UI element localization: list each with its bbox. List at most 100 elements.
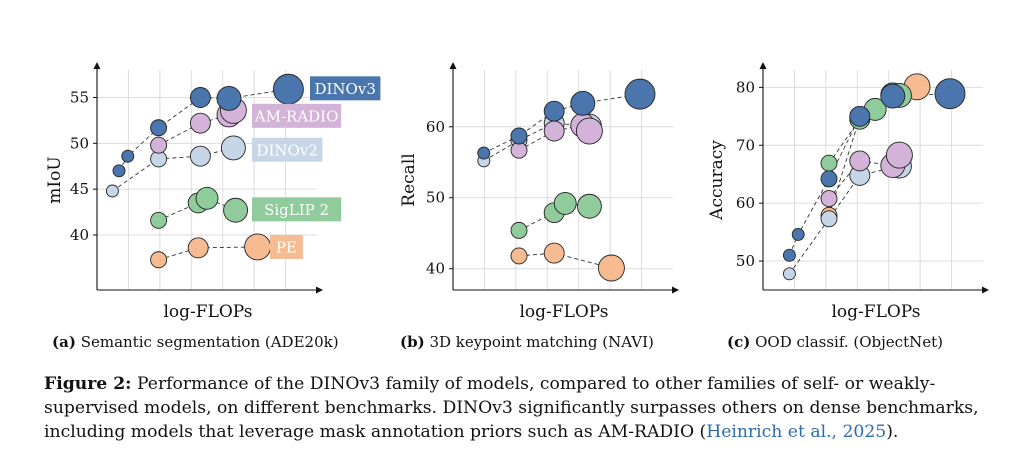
point-dinov3 xyxy=(624,78,656,110)
point-dinov3 xyxy=(782,248,796,262)
point-am-radio xyxy=(150,136,168,154)
point-pe xyxy=(543,242,565,264)
point-siglip-2 xyxy=(150,211,168,229)
point-siglip-2 xyxy=(510,221,528,239)
point-dinov3 xyxy=(112,164,126,178)
point-dinov3 xyxy=(189,87,211,108)
y-tick-label: 60 xyxy=(736,194,755,212)
point-dinov2 xyxy=(105,184,119,198)
legend-siglip-2: SigLIP 2 xyxy=(252,197,342,222)
legend-box xyxy=(252,103,342,128)
legend-dinov3: DINOv3 xyxy=(310,76,381,101)
legend-label: SigLIP 2 xyxy=(264,201,329,219)
figure-caption-text-end: ). xyxy=(886,422,899,442)
y-tick-label: 80 xyxy=(736,78,755,96)
caption-c-text: OOD classif. (ObjectNet) xyxy=(755,333,943,351)
caption-b-label: (b) xyxy=(400,333,425,351)
point-dinov3 xyxy=(121,149,135,163)
series-line-dinov2 xyxy=(112,147,234,192)
legend-am-radio: AM-RADIO xyxy=(252,103,342,128)
series-line-pe xyxy=(158,246,258,261)
point-am-radio xyxy=(510,141,528,159)
chart-panel-1: 40 45 50 55 log-FLOPs mIoU DINOv3 AM-RADIO DINOv… xyxy=(45,62,381,322)
y-tick-label: 60 xyxy=(426,118,445,136)
y-tick-label: 50 xyxy=(426,189,445,207)
y-axis-arrow xyxy=(449,62,457,69)
series-line-am-radio xyxy=(828,154,900,199)
figure-caption-citation[interactable]: Heinrich et al., 2025 xyxy=(706,422,887,442)
x-axis-label: log-FLOPs xyxy=(519,302,608,322)
series-line-siglip-2 xyxy=(158,197,236,221)
legend-label: DINOv2 xyxy=(256,141,317,159)
point-dinov3 xyxy=(570,90,596,116)
point-dinov3 xyxy=(849,105,871,127)
point-dinov3 xyxy=(791,227,805,241)
point-siglip-2 xyxy=(576,193,602,219)
x-axis-arrow xyxy=(316,286,323,294)
figure-caption: Figure 2: Performance of the DINOv3 fami… xyxy=(44,372,994,444)
point-am-radio xyxy=(849,150,871,172)
point-dinov2 xyxy=(820,210,838,228)
point-am-radio xyxy=(189,112,211,134)
figure-caption-text: Performance of the DINOv3 family of mode… xyxy=(44,374,979,442)
point-pe xyxy=(187,237,209,259)
point-dinov2 xyxy=(189,145,211,167)
legend-box xyxy=(270,234,303,259)
y-axis-label: mIoU xyxy=(45,156,65,203)
legend-dinov2: DINOv2 xyxy=(252,137,323,162)
caption-a-label: (a) xyxy=(52,333,76,351)
x-axis-arrow xyxy=(672,286,679,294)
point-dinov3 xyxy=(510,127,528,145)
point-am-radio xyxy=(575,117,603,145)
x-axis-label: log-FLOPs xyxy=(163,302,252,322)
caption-a-text: Semantic segmentation (ADE20k) xyxy=(80,333,339,351)
y-tick-label: 50 xyxy=(736,252,755,270)
y-tick-label: 40 xyxy=(70,226,89,244)
series-line-pe xyxy=(518,252,612,269)
y-tick-label: 50 xyxy=(70,134,89,152)
x-axis-label: log-FLOPs xyxy=(831,302,920,322)
chart-panel-3: 50 60 70 80 log-FLOPs Accuracy xyxy=(707,62,989,322)
point-pe xyxy=(150,251,168,269)
point-dinov3 xyxy=(477,146,491,160)
x-axis-arrow xyxy=(982,286,989,294)
chart-panel-2: 40 50 60 log-FLOPs Recall xyxy=(399,62,679,322)
caption-b: (b) 3D keypoint matching (NAVI) xyxy=(400,333,654,351)
point-dinov2 xyxy=(220,135,246,161)
point-dinov3 xyxy=(880,83,906,109)
point-dinov3 xyxy=(272,73,304,105)
point-am-radio xyxy=(820,190,838,207)
point-pe xyxy=(597,254,625,282)
point-dinov3 xyxy=(150,119,168,137)
figure-caption-label: Figure 2: xyxy=(44,374,132,394)
point-am-radio xyxy=(885,141,913,169)
y-tick-label: 45 xyxy=(70,180,89,198)
y-axis-arrow xyxy=(93,62,101,69)
legend-label: AM-RADIO xyxy=(254,107,339,125)
point-siglip-2 xyxy=(820,154,838,172)
y-axis-label: Recall xyxy=(399,153,419,206)
y-axis-arrow xyxy=(759,62,767,69)
point-siglip-2 xyxy=(553,191,577,215)
point-dinov3 xyxy=(543,100,565,122)
point-am-radio xyxy=(543,120,565,142)
caption-c-label: (c) xyxy=(727,333,751,351)
y-tick-label: 70 xyxy=(736,136,755,154)
legend-box xyxy=(252,197,342,222)
series-line-dinov2 xyxy=(789,165,900,275)
point-dinov3 xyxy=(216,85,242,111)
y-tick-label: 40 xyxy=(426,260,445,278)
point-pe xyxy=(244,233,272,261)
point-dinov3 xyxy=(934,78,966,110)
point-dinov3 xyxy=(820,170,838,188)
point-siglip-2 xyxy=(223,197,249,223)
figure-charts: 40 45 50 55 log-FLOPs mIoU DINOv3 AM-RADIO DINOv… xyxy=(45,62,989,322)
legend-pe: PE xyxy=(270,234,303,259)
caption-b-text: 3D keypoint matching (NAVI) xyxy=(429,333,654,351)
y-tick-label: 55 xyxy=(70,89,89,107)
point-siglip-2 xyxy=(195,186,219,210)
caption-c: (c) OOD classif. (ObjectNet) xyxy=(727,333,943,351)
legend-label: DINOv3 xyxy=(314,80,375,98)
point-dinov2 xyxy=(782,267,796,281)
caption-a: (a) Semantic segmentation (ADE20k) xyxy=(52,333,339,351)
